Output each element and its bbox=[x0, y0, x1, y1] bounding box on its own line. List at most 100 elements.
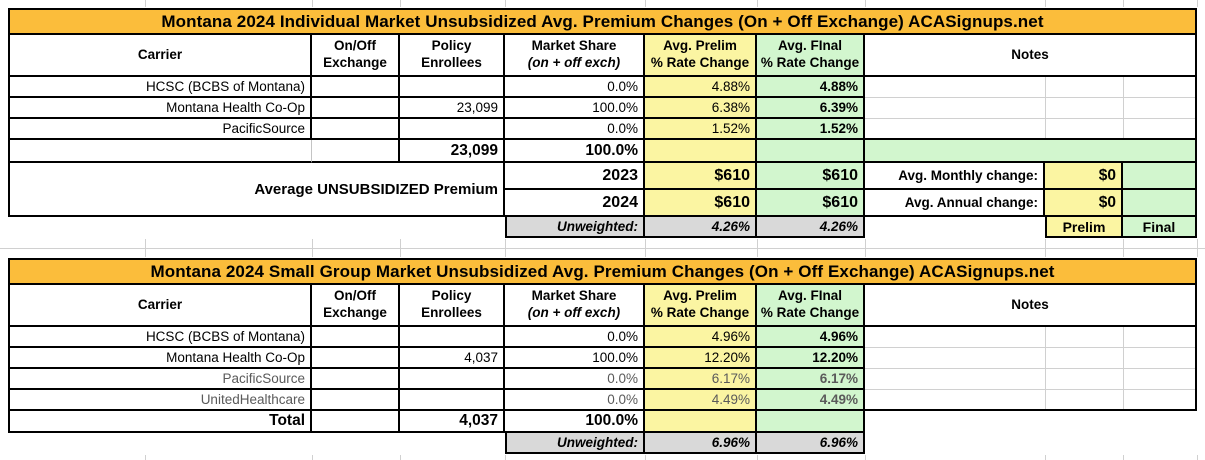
market-share-cell: 0.0% bbox=[505, 369, 645, 390]
notes-green-band bbox=[865, 140, 1197, 163]
unweighted-prelim: 4.26% bbox=[645, 217, 757, 238]
market-share-cell: 0.0% bbox=[505, 327, 645, 348]
final-column-label: Final bbox=[1123, 217, 1197, 238]
final-rate-cell: 4.49% bbox=[757, 390, 865, 411]
header-line: Enrollees bbox=[421, 55, 482, 70]
carrier-cell: PacificSource bbox=[8, 369, 312, 390]
table-title: Montana 2024 Individual Market Unsubsidi… bbox=[8, 8, 1197, 35]
avg-monthly-change-label: Avg. Monthly change: bbox=[865, 163, 1045, 190]
total-row-spacer bbox=[8, 140, 312, 163]
prelim-rate-cell: 6.38% bbox=[645, 98, 757, 119]
header-line: Enrollees bbox=[421, 305, 482, 320]
avg-unsubsidized-premium-label: Average UNSUBSIDIZED Premium bbox=[8, 163, 505, 217]
unweighted-label: Unweighted: bbox=[505, 217, 645, 238]
enrollees-cell bbox=[400, 390, 505, 411]
column-header-notes: Notes bbox=[865, 35, 1197, 77]
column-header-avg-prelim: Avg. Prelim % Rate Change bbox=[645, 285, 757, 327]
final-rate-cell: 4.88% bbox=[757, 77, 865, 98]
gridline-strip-top bbox=[0, 0, 1205, 7]
unweighted-label: Unweighted: bbox=[505, 433, 645, 454]
premium-2024-prelim: $610 bbox=[645, 190, 757, 217]
prelim-rate-cell: 12.20% bbox=[645, 348, 757, 369]
onoff-cell bbox=[312, 327, 400, 348]
header-line: Avg. FInal bbox=[777, 288, 842, 304]
avg-annual-change-final bbox=[1123, 190, 1197, 217]
avg-monthly-change-value: $0 bbox=[1045, 163, 1123, 190]
total-row-spacer bbox=[312, 411, 400, 433]
carrier-cell: Montana Health Co-Op bbox=[8, 348, 312, 369]
column-header-onoff-exchange: On/Off Exchange bbox=[312, 35, 400, 77]
carrier-cell: HCSC (BCBS of Montana) bbox=[8, 77, 312, 98]
carrier-cell: PacificSource bbox=[8, 119, 312, 140]
onoff-cell bbox=[312, 369, 400, 390]
final-rate-cell: 1.52% bbox=[757, 119, 865, 140]
avg-annual-change-value: $0 bbox=[1045, 190, 1123, 217]
column-header-notes: Notes bbox=[865, 285, 1197, 327]
notes-cell bbox=[865, 77, 1197, 140]
unweighted-row-spacer bbox=[865, 433, 1197, 454]
total-row-spacer bbox=[312, 140, 400, 163]
prelim-rate-cell: 4.96% bbox=[645, 327, 757, 348]
premium-2023-final: $610 bbox=[757, 163, 865, 190]
table-title: Montana 2024 Small Group Market Unsubsid… bbox=[8, 258, 1197, 285]
column-header-onoff-exchange: On/Off Exchange bbox=[312, 285, 400, 327]
year-2024-cell: 2024 bbox=[505, 190, 645, 217]
onoff-cell bbox=[312, 98, 400, 119]
enrollees-cell bbox=[400, 369, 505, 390]
market-share-cell: 0.0% bbox=[505, 77, 645, 98]
total-enrollees: 4,037 bbox=[400, 411, 505, 433]
market-share-cell: 100.0% bbox=[505, 98, 645, 119]
column-header-avg-final: Avg. FInal % Rate Change bbox=[757, 285, 865, 327]
total-prelim-cell bbox=[645, 411, 757, 433]
enrollees-cell: 4,037 bbox=[400, 348, 505, 369]
unweighted-final: 6.96% bbox=[757, 433, 865, 454]
total-market-share: 100.0% bbox=[505, 140, 645, 163]
prelim-column-label: Prelim bbox=[1045, 217, 1123, 238]
unweighted-row-spacer bbox=[8, 433, 505, 454]
header-line: Policy bbox=[431, 38, 472, 54]
onoff-cell bbox=[312, 390, 400, 411]
onoff-cell bbox=[312, 348, 400, 369]
market-share-cell: 100.0% bbox=[505, 348, 645, 369]
column-header-carrier: Carrier bbox=[8, 35, 312, 77]
header-line: On/Off bbox=[334, 38, 376, 54]
enrollees-cell bbox=[400, 119, 505, 140]
column-header-policy-enrollees: Policy Enrollees bbox=[400, 35, 505, 77]
header-line: (on + off exch) bbox=[527, 305, 621, 320]
unweighted-prelim: 6.96% bbox=[645, 433, 757, 454]
column-header-avg-prelim: Avg. Prelim % Rate Change bbox=[645, 35, 757, 77]
column-header-carrier: Carrier bbox=[8, 285, 312, 327]
final-rate-cell: 6.17% bbox=[757, 369, 865, 390]
header-line: Exchange bbox=[323, 305, 387, 320]
onoff-cell bbox=[312, 119, 400, 140]
header-line: % Rate Change bbox=[760, 55, 860, 70]
carrier-cell: Montana Health Co-Op bbox=[8, 98, 312, 119]
header-line: Policy bbox=[431, 288, 472, 304]
total-market-share: 100.0% bbox=[505, 411, 645, 433]
year-2023-cell: 2023 bbox=[505, 163, 645, 190]
total-enrollees: 23,099 bbox=[400, 140, 505, 163]
individual-market-table: Montana 2024 Individual Market Unsubsidi… bbox=[8, 8, 1197, 238]
small-group-market-table: Montana 2024 Small Group Market Unsubsid… bbox=[8, 258, 1197, 454]
prelim-rate-cell: 6.17% bbox=[645, 369, 757, 390]
total-label: Total bbox=[8, 411, 312, 433]
column-header-policy-enrollees: Policy Enrollees bbox=[400, 285, 505, 327]
header-line: Avg. Prelim bbox=[663, 288, 737, 304]
header-line: Avg. FInal bbox=[777, 38, 842, 54]
header-line: Market Share bbox=[531, 38, 617, 54]
header-line: % Rate Change bbox=[760, 305, 860, 320]
gridline-strip-bottom bbox=[0, 455, 1205, 460]
unweighted-final: 4.26% bbox=[757, 217, 865, 238]
unweighted-row-spacer bbox=[8, 217, 505, 238]
avg-monthly-change-final bbox=[1123, 163, 1197, 190]
market-share-cell: 0.0% bbox=[505, 390, 645, 411]
carrier-cell: UnitedHealthcare bbox=[8, 390, 312, 411]
market-share-cell: 0.0% bbox=[505, 119, 645, 140]
total-row-spacer bbox=[865, 411, 1197, 433]
header-line: Avg. Prelim bbox=[663, 38, 737, 54]
column-header-avg-final: Avg. FInal % Rate Change bbox=[757, 35, 865, 77]
enrollees-cell bbox=[400, 327, 505, 348]
final-rate-cell: 12.20% bbox=[757, 348, 865, 369]
total-final-cell bbox=[757, 140, 865, 163]
